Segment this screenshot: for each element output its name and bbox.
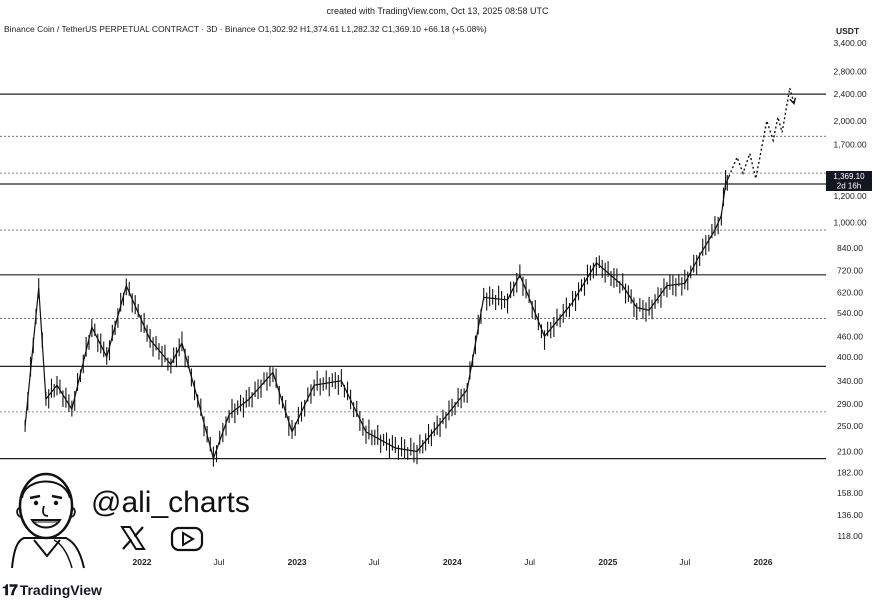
y-tick-label: 250.00 [837, 421, 863, 431]
x-tick-label: 2026 [754, 557, 773, 567]
cartoon-avatar-icon [11, 472, 85, 569]
y-tick-label: 118.00 [837, 531, 863, 541]
y-tick-label: 2,000.00 [833, 116, 866, 126]
y-tick-label: 840.00 [837, 243, 863, 253]
price-line [24, 176, 730, 461]
candle-countdown-label: 2d 16h [837, 182, 861, 191]
x-tick-label: Jul [524, 557, 535, 567]
tradingview-logo-text: TradingView [19, 582, 102, 598]
y-tick-label: 620.00 [837, 288, 863, 298]
tradingview-logo[interactable]: 𝟏𝟕 TradingView [2, 582, 102, 599]
y-tick-label: 290.00 [837, 399, 863, 409]
projection-path [728, 87, 795, 179]
y-tick-label: 720.00 [837, 266, 863, 276]
x-tick-label: 2025 [598, 557, 617, 567]
tradingview-mark-icon: 𝟏𝟕 [2, 582, 18, 599]
x-logo-icon[interactable] [119, 524, 147, 552]
support-resistance-levels [0, 93, 826, 460]
y-tick-label: 182.00 [837, 467, 863, 477]
last-price-tag: 1,369.10 2d 16h [826, 171, 872, 191]
x-tick-label: 2024 [443, 557, 462, 567]
y-axis: 3,400.00 2,800.00 2,400.00 2,000.00 1,700.00… [833, 38, 866, 541]
currency-label: USDT [836, 26, 860, 36]
x-tick-label: Jul [679, 557, 690, 567]
x-tick-label: Jul [213, 557, 224, 567]
x-tick-label: 2023 [288, 557, 307, 567]
projection-group [728, 87, 797, 179]
price-series-group [24, 170, 730, 467]
y-tick-label: 2,800.00 [833, 66, 866, 76]
y-tick-label: 340.00 [837, 376, 863, 386]
y-tick-label: 540.00 [837, 308, 863, 318]
y-tick-label: 400.00 [837, 352, 863, 362]
y-tick-label: 158.00 [837, 488, 863, 498]
x-tick-label: 2022 [133, 557, 152, 567]
y-tick-label: 460.00 [837, 331, 863, 341]
y-tick-label: 1,000.00 [833, 218, 866, 228]
y-tick-label: 210.00 [837, 446, 863, 456]
y-tick-label: 2,400.00 [833, 89, 866, 99]
x-axis: 2022 Jul 2023 Jul 2024 Jul 2025 Jul 2026 [133, 557, 773, 567]
x-tick-label: Jul [369, 557, 380, 567]
y-tick-label: 3,400.00 [833, 38, 866, 48]
y-tick-label: 1,200.00 [833, 191, 866, 201]
symbol-legend: Binance Coin / TetherUS PERPETUAL CONTRA… [4, 24, 487, 34]
y-tick-label: 1,700.00 [833, 140, 866, 150]
youtube-icon[interactable] [170, 526, 204, 552]
author-handle: @ali_charts [91, 486, 250, 519]
last-price-label: 1,369.10 [833, 172, 865, 181]
created-by-text: created with TradingView.com, Oct 13, 20… [326, 6, 549, 16]
y-tick-label: 136.00 [837, 510, 863, 520]
projection-arrowhead [789, 97, 797, 105]
